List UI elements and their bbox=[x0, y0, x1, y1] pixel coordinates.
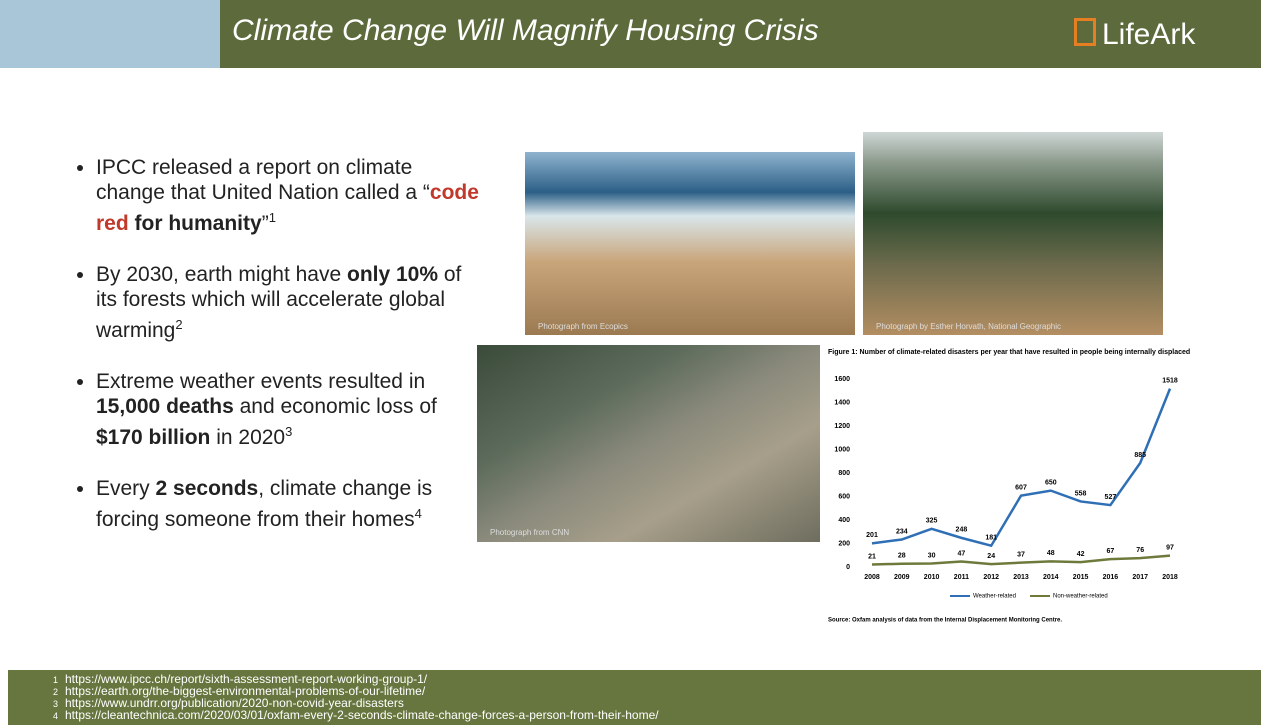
y-tick-label: 1600 bbox=[834, 376, 850, 383]
footnote-ref: 2 bbox=[175, 317, 182, 332]
bullet: Every 2 seconds, climate change is forci… bbox=[96, 476, 486, 532]
logo: LifeArk bbox=[1074, 18, 1195, 52]
text: ” bbox=[262, 212, 269, 235]
y-tick-label: 400 bbox=[838, 517, 850, 524]
text: for humanity bbox=[129, 212, 262, 235]
y-tick-label: 800 bbox=[838, 470, 850, 477]
line bbox=[872, 389, 1170, 546]
footnote-number: 1 bbox=[53, 675, 65, 686]
x-tick-label: 2012 bbox=[983, 574, 999, 581]
y-tick-label: 1000 bbox=[834, 446, 850, 453]
data-label: 21 bbox=[868, 553, 876, 560]
x-tick-label: 2015 bbox=[1073, 574, 1089, 581]
y-tick-label: 0 bbox=[846, 564, 850, 571]
footnote-ref: 4 bbox=[415, 506, 422, 521]
text: IPCC released a report on climate change… bbox=[96, 156, 430, 204]
footnote-number: 4 bbox=[53, 711, 65, 722]
data-label: 28 bbox=[898, 553, 906, 560]
bullet-list: IPCC released a report on climate change… bbox=[58, 155, 486, 558]
text: 15,000 deaths bbox=[96, 395, 234, 418]
footnote-ref: 1 bbox=[269, 210, 276, 225]
footnote-ref: 3 bbox=[285, 424, 292, 439]
data-label: 48 bbox=[1047, 550, 1055, 557]
y-tick-label: 200 bbox=[838, 540, 850, 547]
chart-source: Source: Oxfam analysis of data from the … bbox=[828, 618, 1062, 624]
data-label: 97 bbox=[1166, 544, 1174, 551]
legend-label: Weather-related bbox=[973, 594, 1016, 600]
footnote-number: 3 bbox=[53, 699, 65, 710]
photo-caption: Photograph from Ecopics bbox=[538, 322, 628, 331]
bullet: By 2030, earth might have only 10% of it… bbox=[96, 262, 486, 343]
text: in 2020 bbox=[210, 426, 285, 449]
data-label: 24 bbox=[987, 553, 995, 560]
y-tick-label: 1400 bbox=[834, 399, 850, 406]
x-tick-label: 2009 bbox=[894, 574, 910, 581]
x-tick-label: 2008 bbox=[864, 574, 880, 581]
bullet: Extreme weather events resulted in 15,00… bbox=[96, 369, 486, 450]
data-label: 234 bbox=[896, 528, 908, 535]
text: By 2030, earth might have bbox=[96, 263, 347, 286]
x-tick-label: 2016 bbox=[1103, 574, 1119, 581]
footnote-number: 2 bbox=[53, 687, 65, 698]
x-tick-label: 2018 bbox=[1162, 574, 1178, 581]
data-label: 47 bbox=[958, 550, 966, 557]
footnote-url: https://cleantechnica.com/2020/03/01/oxf… bbox=[65, 708, 659, 722]
text: only 10% bbox=[347, 263, 438, 286]
x-tick-label: 2011 bbox=[954, 574, 969, 581]
header-accent bbox=[0, 0, 220, 68]
x-tick-label: 2014 bbox=[1043, 574, 1059, 581]
photo-caption: Photograph from CNN bbox=[490, 528, 569, 537]
slide-title: Climate Change Will Magnify Housing Cris… bbox=[232, 14, 819, 48]
data-label: 650 bbox=[1045, 479, 1057, 486]
data-label: 181 bbox=[985, 535, 997, 542]
photo-caption: Photograph by Esther Horvath, National G… bbox=[876, 322, 1061, 331]
legend-label: Non-weather-related bbox=[1053, 594, 1108, 600]
data-label: 248 bbox=[956, 527, 968, 534]
data-label: 885 bbox=[1134, 452, 1146, 459]
chart-title: Figure 1: Number of climate-related disa… bbox=[828, 349, 1190, 356]
photo-flood bbox=[477, 345, 820, 542]
photo-beach bbox=[525, 152, 855, 335]
y-tick-label: 600 bbox=[838, 493, 850, 500]
data-label: 30 bbox=[928, 552, 936, 559]
photo-forest bbox=[863, 132, 1163, 335]
data-label: 37 bbox=[1017, 551, 1025, 558]
data-label: 325 bbox=[926, 518, 938, 525]
data-label: 527 bbox=[1105, 494, 1117, 501]
x-tick-label: 2017 bbox=[1132, 574, 1148, 581]
data-label: 42 bbox=[1077, 551, 1085, 558]
text: and economic loss of bbox=[234, 395, 437, 418]
text: Every bbox=[96, 477, 156, 500]
data-label: 607 bbox=[1015, 485, 1027, 492]
data-label: 1518 bbox=[1162, 377, 1178, 384]
text: Extreme weather events resulted in bbox=[96, 370, 425, 393]
x-tick-label: 2010 bbox=[924, 574, 940, 581]
chart: Figure 1: Number of climate-related disa… bbox=[820, 345, 1240, 630]
text: 2 seconds bbox=[156, 477, 259, 500]
logo-text: LifeArk bbox=[1102, 18, 1195, 51]
slide: Climate Change Will Magnify Housing Cris… bbox=[0, 0, 1261, 725]
data-label: 201 bbox=[866, 532, 878, 539]
y-tick-label: 1200 bbox=[834, 423, 850, 430]
data-label: 558 bbox=[1075, 490, 1087, 497]
bullet: IPCC released a report on climate change… bbox=[96, 155, 486, 236]
data-label: 67 bbox=[1107, 548, 1115, 555]
text: $170 billion bbox=[96, 426, 210, 449]
data-label: 76 bbox=[1136, 547, 1144, 554]
x-tick-label: 2013 bbox=[1013, 574, 1029, 581]
